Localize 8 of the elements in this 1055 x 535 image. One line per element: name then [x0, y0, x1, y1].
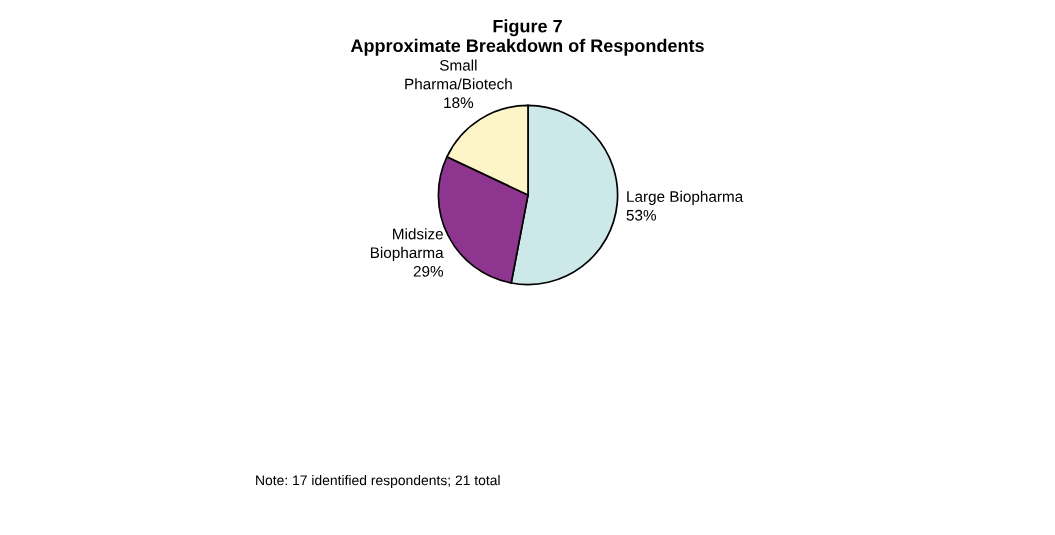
data-label: 29%	[413, 265, 444, 277]
slice-label: Midsize Biopharma	[370, 228, 444, 262]
text: Note: 17 identified respondents; 21 total	[256, 475, 500, 488]
data-label: 18%	[444, 97, 474, 109]
data-label: 53%	[626, 209, 657, 221]
slice-label: Small Pharma/Biotech	[405, 59, 512, 90]
slice-label: Large Biopharma	[627, 190, 744, 206]
chart-title: Figure 7 Approximate Breakdown of Respondents	[350, 19, 704, 56]
